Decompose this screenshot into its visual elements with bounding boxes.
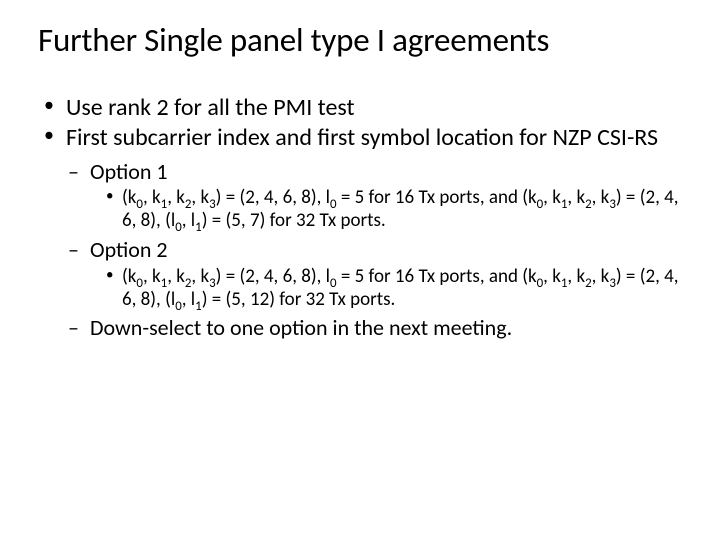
bullet-list-level1: Use rank 2 for all the PMI test First su… <box>38 94 682 342</box>
t: (k <box>122 186 136 209</box>
t: ) = (5, 12) for 32 Tx ports. <box>202 288 396 311</box>
t: (k <box>122 265 136 288</box>
option-2: Option 2 (k0, k1, k2, k3) = (2, 4, 6, 8)… <box>66 237 682 311</box>
t: , k <box>543 186 561 209</box>
t: , k <box>592 186 610 209</box>
option-2-detail: (k0, k1, k2, k3) = (2, 4, 6, 8), l0 = 5 … <box>104 266 682 312</box>
option-1-detail: (k0, k1, k2, k3) = (2, 4, 6, 8), l0 = 5 … <box>104 187 682 233</box>
bullet-list-level2: Option 1 (k0, k1, k2, k3) = (2, 4, 6, 8)… <box>66 159 682 343</box>
t: , k <box>191 186 209 209</box>
t: = 5 for 16 Tx ports, and (k <box>337 186 537 209</box>
option-label: Option 2 <box>90 236 168 263</box>
t: ) = (5, 7) for 32 Tx ports. <box>202 209 386 232</box>
t: , k <box>592 265 610 288</box>
t: = 5 for 16 Tx ports, and (k <box>337 265 537 288</box>
bullet-text: Use rank 2 for all the PMI test <box>66 93 355 122</box>
bullet-list-level3: (k0, k1, k2, k3) = (2, 4, 6, 8), l0 = 5 … <box>90 187 682 233</box>
slide-title: Further Single panel type I agreements <box>38 22 682 60</box>
t: , k <box>567 265 585 288</box>
bullet-text: First subcarrier index and first symbol … <box>66 123 658 152</box>
bullet-subcarrier: First subcarrier index and first symbol … <box>38 124 682 342</box>
option-label: Option 1 <box>90 158 168 185</box>
t: ) = (2, 4, 6, 8), l <box>216 186 330 209</box>
t: , k <box>543 265 561 288</box>
t: , k <box>167 186 185 209</box>
bullet-list-level3: (k0, k1, k2, k3) = (2, 4, 6, 8), l0 = 5 … <box>90 266 682 312</box>
downselect-note: Down-select to one option in the next me… <box>66 315 682 342</box>
t: , k <box>167 265 185 288</box>
option-1: Option 1 (k0, k1, k2, k3) = (2, 4, 6, 8)… <box>66 159 682 233</box>
t: , k <box>191 265 209 288</box>
slide-container: Further Single panel type I agreements U… <box>0 0 720 342</box>
t: ) = (2, 4, 6, 8), l <box>216 265 330 288</box>
t: , k <box>143 265 161 288</box>
bullet-text: Down-select to one option in the next me… <box>90 314 512 341</box>
t: , k <box>567 186 585 209</box>
t: , k <box>143 186 161 209</box>
t: , l <box>182 209 195 232</box>
bullet-rank2: Use rank 2 for all the PMI test <box>38 94 682 122</box>
t: , l <box>182 288 195 311</box>
